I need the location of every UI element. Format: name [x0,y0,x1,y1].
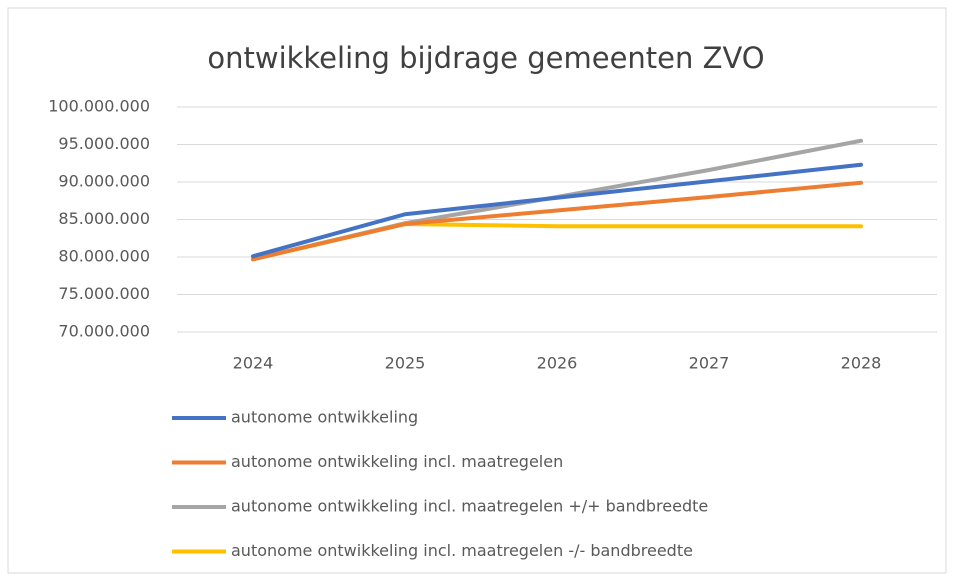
y-tick-label: 75.000.000 [58,284,150,303]
y-tick-label: 85.000.000 [58,209,150,228]
x-tick-label: 2024 [233,354,274,373]
chart-frame [7,7,947,574]
legend-label: autonome ontwikkeling incl. maatregelen … [231,541,693,560]
legend-label: autonome ontwikkeling [231,408,418,427]
y-tick-label: 90.000.000 [58,172,150,191]
y-tick-label: 100.000.000 [48,97,150,116]
series-line [251,180,863,262]
legend-label: autonome ontwikkeling incl. maatregelen … [231,497,708,516]
x-tick-label: 2027 [689,354,730,373]
series-line [251,162,863,259]
x-tick-label: 2028 [841,354,882,373]
chart-title: ontwikkeling bijdrage gemeenten ZVO [207,41,764,75]
x-tick-label: 2025 [385,354,426,373]
x-tick-label: 2026 [537,354,578,373]
y-tick-label: 70.000.000 [58,322,150,341]
y-tick-label: 80.000.000 [58,247,150,266]
legend-label: autonome ontwikkeling incl. maatregelen [231,452,563,471]
y-tick-label: 95.000.000 [58,134,150,153]
